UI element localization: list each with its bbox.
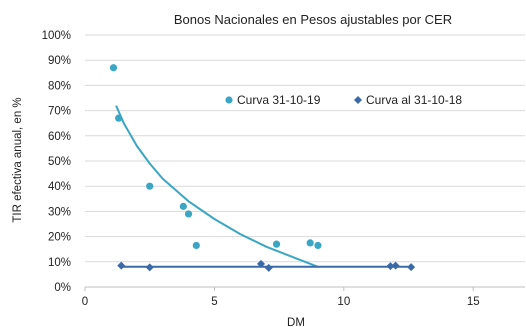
y-tick-label: 30% (48, 206, 71, 218)
data-points (109, 64, 416, 272)
x-tick-labels: 0 5 10 15 (82, 287, 480, 308)
legend-marker-series-1 (225, 96, 233, 104)
point-series-1 (115, 114, 123, 122)
point-series-2 (264, 263, 273, 272)
y-tick-label: 50% (48, 156, 71, 168)
y-tick-label: 40% (48, 181, 71, 193)
legend-marker-series-2 (354, 96, 362, 104)
point-series-1 (192, 241, 200, 250)
y-tick-label: 70% (48, 106, 71, 118)
y-tick-label: 80% (48, 80, 71, 92)
y-axis-label: TIR efectiva anual, en % (12, 97, 24, 222)
x-tick-label: 5 (211, 296, 217, 308)
point-series-1 (306, 239, 314, 247)
legend-label-series-1: Curva 31-10-19 (237, 93, 321, 107)
point-series-2 (407, 263, 416, 272)
point-series-1 (146, 182, 154, 190)
point-series-1 (272, 240, 281, 248)
point-series-1 (109, 64, 118, 72)
point-series-2 (257, 259, 265, 268)
y-tick-labels: 0% 10% 20% 30% 40% 50% 60% 70% 80% 90% 100% (42, 30, 71, 294)
x-tick-label: 0 (82, 296, 88, 308)
gridlines (85, 34, 525, 263)
x-tick-label: 10 (337, 296, 350, 308)
point-series-1 (184, 210, 193, 218)
y-tick-label: 20% (48, 232, 71, 244)
point-series-1 (314, 241, 322, 250)
point-series-2 (386, 262, 395, 271)
legend-label-series-2: Curva al 31-10-18 (366, 93, 462, 107)
x-tick-label: 15 (467, 296, 480, 308)
point-series-2 (145, 263, 154, 272)
y-tick-label: 60% (48, 131, 71, 143)
point-series-2 (117, 261, 126, 270)
point-series-1 (179, 202, 187, 210)
y-tick-label: 0% (54, 282, 71, 294)
legend: Curva 31-10-19 Curva al 31-10-18 (225, 93, 462, 107)
chart-title: Bonos Nacionales en Pesos ajustables por… (174, 12, 452, 27)
trend-line-series-1 (115, 105, 319, 268)
y-tick-label: 10% (48, 257, 71, 269)
y-tick-label: 100% (42, 30, 71, 42)
point-series-2 (391, 261, 400, 270)
y-tick-label: 90% (48, 55, 71, 67)
x-axis-label: DM (287, 317, 305, 327)
